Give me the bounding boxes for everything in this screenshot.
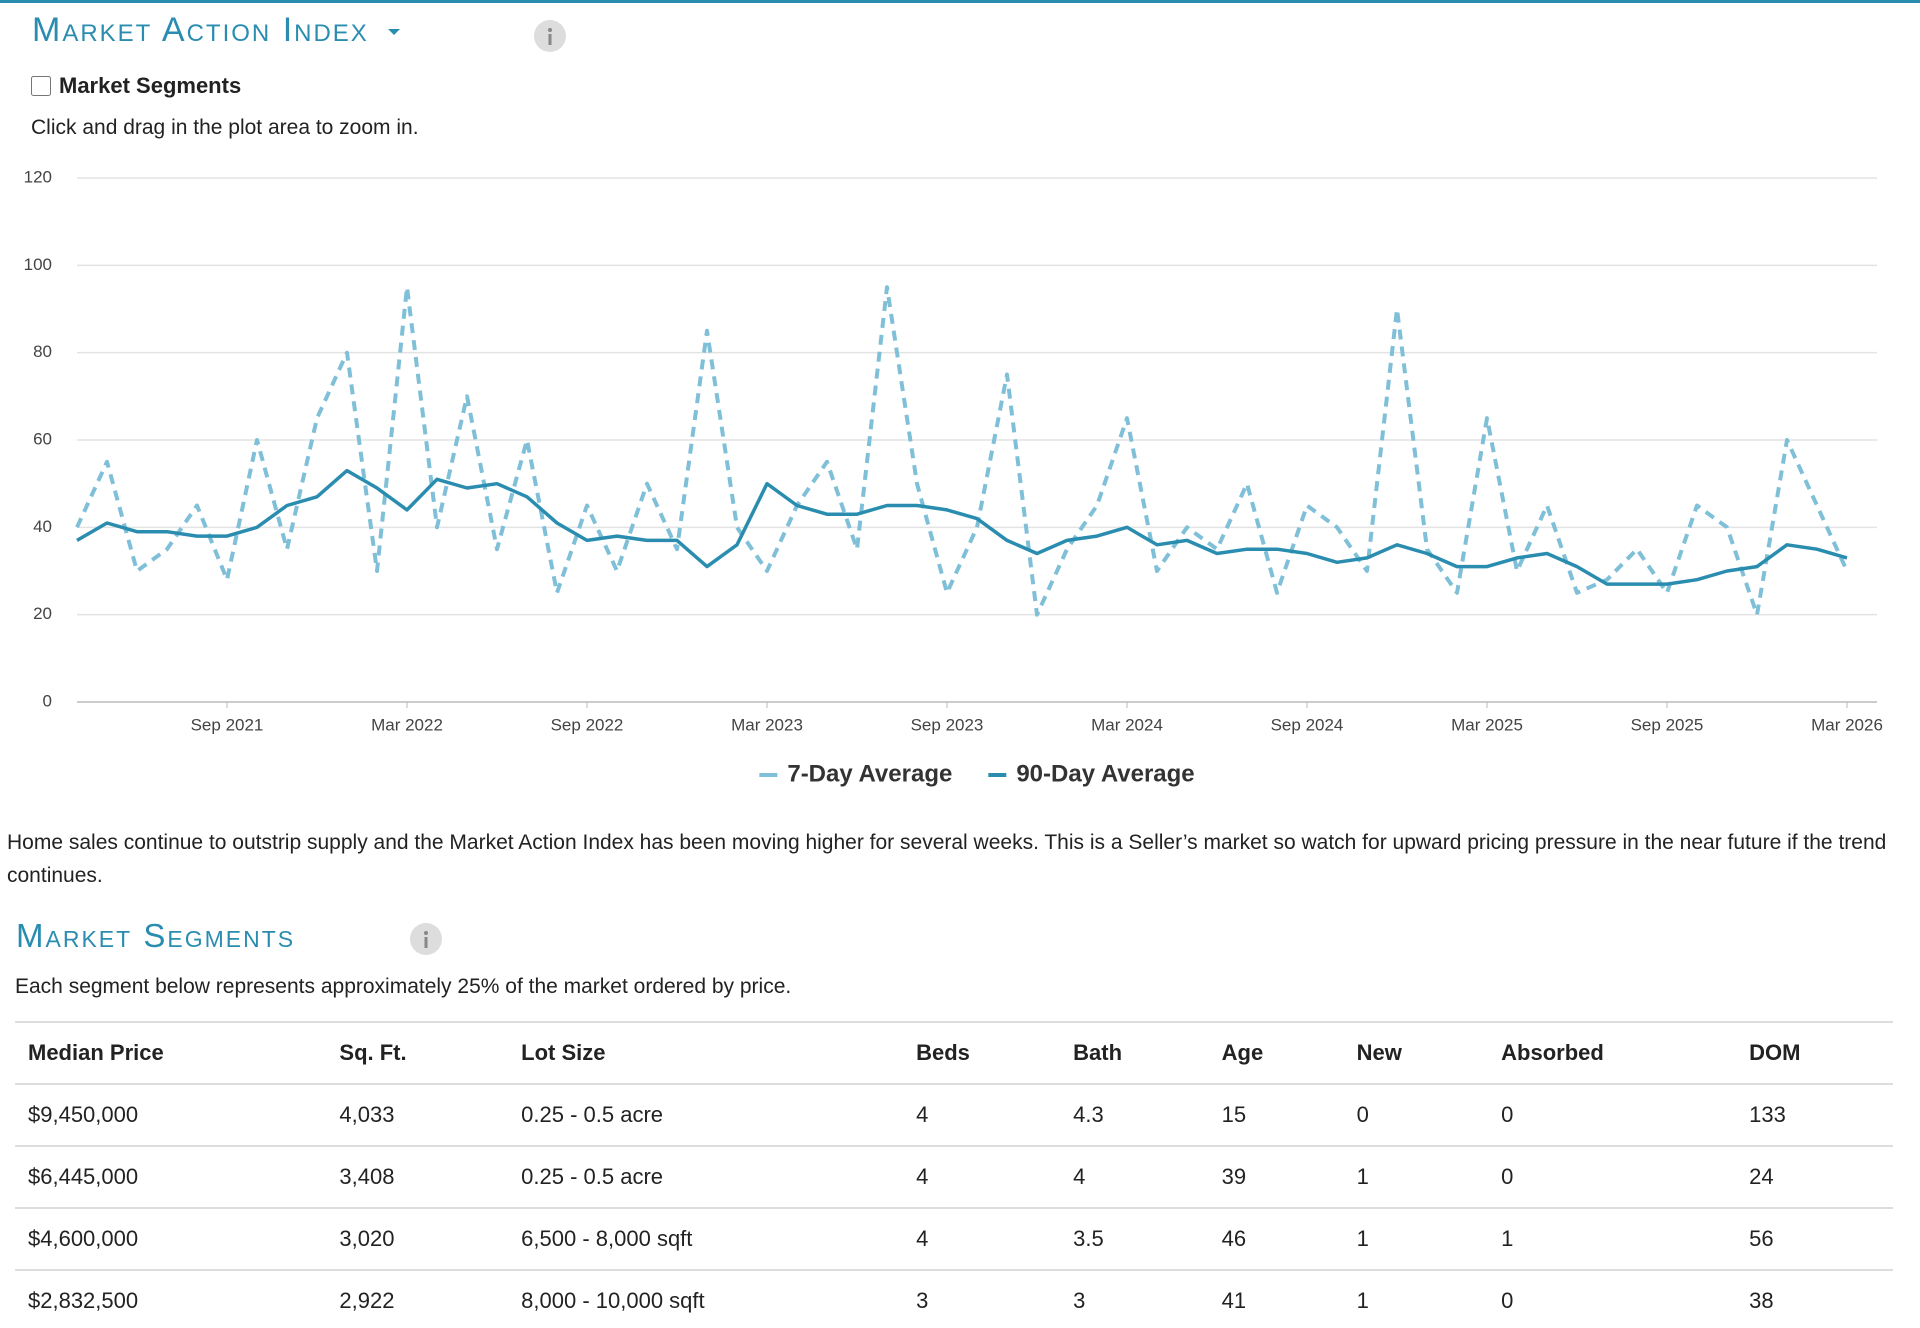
y-tick-label: 100	[24, 255, 52, 274]
table-cell: 3,408	[326, 1146, 509, 1209]
table-cell: 0	[1488, 1270, 1737, 1328]
table-cell: $6,445,000	[15, 1146, 327, 1209]
table-cell: 38	[1736, 1270, 1893, 1328]
table-cell: 3	[1060, 1270, 1209, 1328]
legend-item[interactable]: 7-Day Average	[759, 760, 952, 787]
checkbox-label: Market Segments	[59, 73, 242, 98]
y-tick-label: 60	[33, 429, 52, 448]
column-header: Median Price	[15, 1021, 327, 1085]
table-cell: $2,832,500	[15, 1270, 327, 1328]
table-cell: 1	[1343, 1208, 1489, 1271]
table-cell: 0.25 - 0.5 acre	[508, 1084, 904, 1147]
x-tick-label: Mar 2025	[1451, 715, 1523, 734]
column-header: Sq. Ft.	[326, 1021, 509, 1085]
table-cell: 8,000 - 10,000 sqft	[508, 1270, 904, 1328]
x-tick-label: Sep 2022	[551, 715, 624, 734]
y-tick-label: 0	[43, 691, 52, 710]
legend-label: 90-Day Average	[1016, 760, 1194, 787]
table-cell: 4.3	[1060, 1084, 1209, 1147]
info-icon[interactable]	[409, 922, 443, 956]
x-tick-label: Sep 2025	[1631, 715, 1704, 734]
table-cell: 0	[1488, 1146, 1737, 1209]
x-tick-label: Sep 2024	[1271, 715, 1344, 734]
table-cell: 1	[1488, 1208, 1737, 1271]
table-cell: 133	[1736, 1084, 1893, 1147]
x-tick-label: Mar 2024	[1091, 715, 1163, 734]
x-tick-label: Mar 2022	[371, 715, 443, 734]
table-cell: 3,020	[326, 1208, 509, 1271]
column-header: Bath	[1060, 1021, 1209, 1085]
column-header: New	[1343, 1021, 1489, 1085]
table-row: $2,832,500 2,922 8,000 - 10,000 sqft 3 3 41 1 0…	[15, 1270, 1893, 1328]
table-cell: 46	[1208, 1208, 1344, 1271]
table-cell: 0	[1488, 1084, 1737, 1147]
table-row: $4,600,000 3,020 6,500 - 8,000 sqft 4 3.5 46 1…	[15, 1208, 1893, 1271]
table-row: $9,450,000 4,033 0.25 - 0.5 acre 4 4.3 15 0 0 13…	[15, 1084, 1893, 1147]
segments-description: Each segment below represents approximat…	[15, 975, 792, 998]
x-tick-label: Mar 2023	[731, 715, 803, 734]
table-cell: 2,922	[326, 1270, 509, 1328]
y-tick-label: 120	[24, 167, 52, 186]
title-text: Market Action Index	[32, 11, 369, 49]
legend-item[interactable]: 90-Day Average	[988, 760, 1195, 787]
table-cell: 0.25 - 0.5 acre	[508, 1146, 904, 1209]
column-header: Age	[1208, 1021, 1344, 1085]
column-header: Beds	[903, 1021, 1061, 1085]
column-header: Lot Size	[508, 1021, 904, 1085]
y-tick-label: 20	[33, 604, 52, 623]
table-cell: 3	[903, 1270, 1061, 1328]
segments-toggle[interactable]: Market Segments	[31, 73, 241, 99]
x-tick-label: Sep 2021	[191, 715, 264, 734]
dropdown-caret	[388, 29, 401, 36]
segments-title: Market Segments	[16, 917, 296, 954]
column-header: Absorbed	[1488, 1021, 1737, 1085]
y-tick-label: 80	[33, 342, 52, 361]
table-cell: 15	[1208, 1084, 1344, 1147]
legend: 7-Day Average 90-Day Average	[759, 760, 1195, 787]
table-cell: $9,450,000	[15, 1084, 327, 1147]
chart: 0 20 40 60 80 100 120 Sep 2021 Mar 2022 Sep 2022 M…	[24, 167, 1883, 787]
table-cell: 56	[1736, 1208, 1893, 1271]
table-row: $6,445,000 3,408 0.25 - 0.5 acre 4 4 39 1 0 24	[15, 1146, 1893, 1209]
info-icon[interactable]	[533, 19, 567, 53]
table-cell: 0	[1343, 1084, 1489, 1147]
segments-table: Median Price Sq. Ft. Lot Size Beds Bath Age Ne…	[15, 1021, 1893, 1328]
table-cell: 4	[1060, 1146, 1209, 1209]
legend-label: 7-Day Average	[787, 760, 952, 787]
table-cell: 6,500 - 8,000 sqft	[508, 1208, 904, 1271]
table-cell: 39	[1208, 1146, 1344, 1209]
table-cell: 24	[1736, 1146, 1893, 1209]
y-tick-label: 40	[33, 517, 52, 536]
x-tick-label: Mar 2026	[1811, 715, 1883, 734]
zoom-hint: Click and drag in the plot area to zoom …	[31, 116, 419, 139]
table-cell: 4	[903, 1208, 1061, 1271]
x-tick-label: Sep 2023	[911, 715, 984, 734]
table-cell: 1	[1343, 1270, 1489, 1328]
table-cell: $4,600,000	[15, 1208, 327, 1271]
series-line	[76, 468, 1848, 586]
table-cell: 4,033	[326, 1084, 509, 1147]
summary: Home sales continue to outstrip supply a…	[7, 831, 1887, 887]
checkbox[interactable]	[31, 76, 51, 96]
column-header: DOM	[1736, 1021, 1893, 1085]
table-cell: 3.5	[1060, 1208, 1209, 1271]
section-title[interactable]: Market Action Index	[32, 11, 402, 50]
table-cell: 4	[903, 1084, 1061, 1147]
table-cell: 41	[1208, 1270, 1344, 1328]
series-line	[75, 285, 1849, 617]
table-cell: 1	[1343, 1146, 1489, 1209]
header-row: Median Price Sq. Ft. Lot Size Beds Bath Age Ne…	[15, 1021, 1893, 1085]
table-cell: 4	[903, 1146, 1061, 1209]
